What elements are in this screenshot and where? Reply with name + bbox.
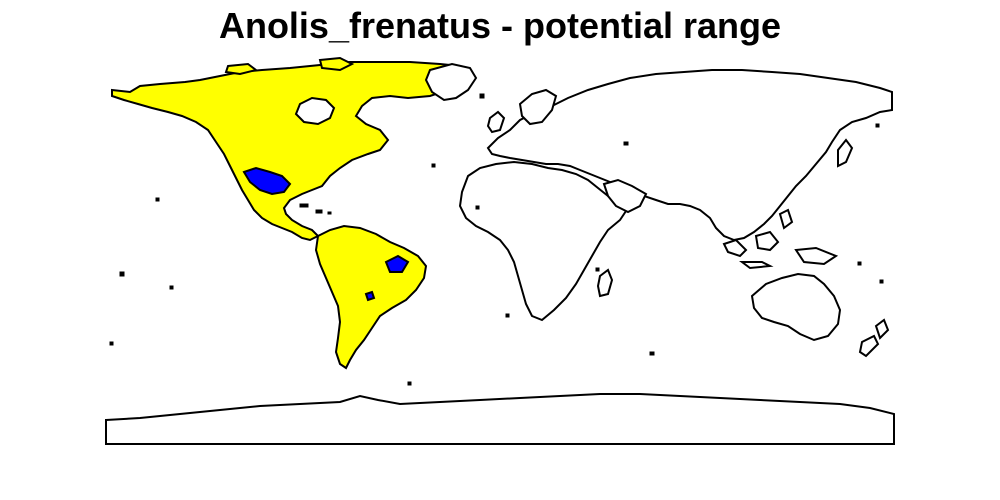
island-cape-verde [475, 205, 480, 210]
borneo [754, 230, 780, 252]
madagascar [596, 268, 614, 298]
occurrence-zone-south [364, 290, 376, 302]
philippines [778, 208, 794, 230]
potential-range-americas [111, 56, 472, 370]
north-america-range [111, 61, 472, 242]
island-north-pacific [875, 123, 880, 128]
map-title: Anolis_frenatus - potential range [218, 5, 782, 46]
new-zealand-north [874, 318, 890, 340]
australia [750, 272, 842, 342]
new-guinea [794, 246, 839, 266]
island-pacific-2 [169, 285, 174, 290]
occurrence-zone-brazil [384, 254, 410, 273]
cuba-island [299, 203, 309, 208]
antarctica [105, 393, 895, 445]
arctic-island-2 [318, 56, 355, 72]
island-kerguelen [649, 351, 655, 356]
occurrence-zone-mexico [242, 166, 292, 196]
greenland [424, 62, 478, 102]
puerto-rico-island [327, 211, 332, 215]
eurasia [486, 69, 893, 242]
occurrence-zones [242, 166, 410, 302]
arctic-island-1 [224, 62, 259, 76]
great-britain [486, 110, 506, 134]
island-vanuatu [879, 279, 884, 284]
africa [458, 160, 630, 322]
island-south-georgia [407, 381, 412, 386]
island-caspian [623, 141, 629, 146]
java [739, 261, 774, 270]
island-indian-ocean [595, 267, 600, 272]
island-iceland [479, 93, 485, 99]
sumatra [722, 238, 748, 258]
hispaniola-island [315, 209, 323, 214]
island-pacific-1 [119, 271, 125, 277]
island-atlantic-1 [505, 313, 510, 318]
scandinavia [518, 88, 558, 126]
island-azores [431, 163, 436, 168]
small-islands [109, 93, 884, 386]
island-hawaii [155, 197, 160, 202]
island-solomon [857, 261, 862, 266]
arabian-peninsula [602, 178, 648, 214]
japan [837, 138, 854, 168]
island-pacific-3 [109, 341, 114, 346]
hudson-bay [294, 96, 336, 126]
new-zealand-south [858, 334, 880, 358]
